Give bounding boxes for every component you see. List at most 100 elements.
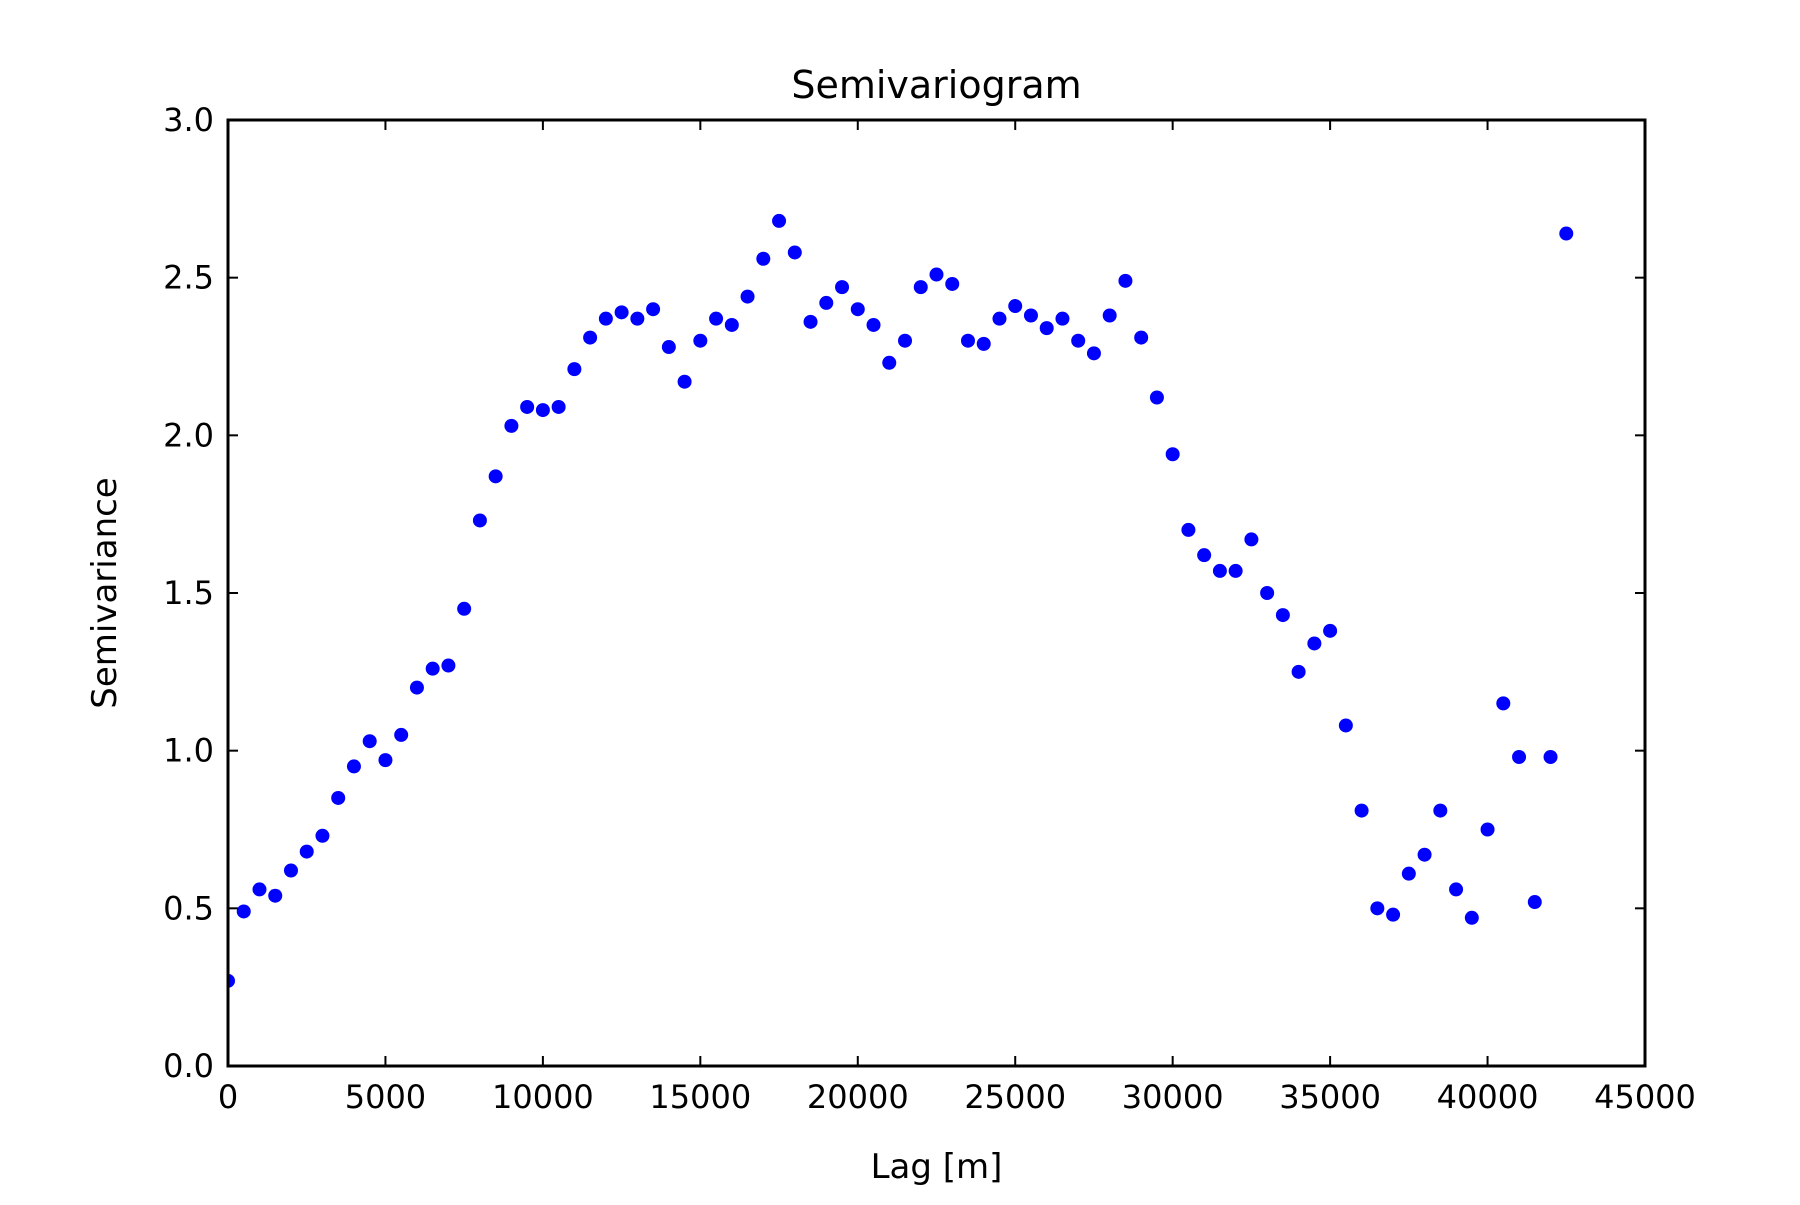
- data-point: [1543, 749, 1558, 764]
- y-axis-label: Semivariance: [85, 477, 125, 708]
- y-tick-label: 1.0: [163, 732, 214, 770]
- data-point: [1527, 895, 1542, 910]
- data-point: [299, 844, 314, 859]
- data-point: [1464, 910, 1479, 925]
- data-point: [583, 330, 598, 345]
- x-tick-label: 45000: [1594, 1078, 1696, 1116]
- data-point: [882, 355, 897, 370]
- data-point: [331, 790, 346, 805]
- data-point: [630, 311, 645, 326]
- data-point: [1197, 548, 1212, 563]
- y-tick-label: 0.0: [163, 1047, 214, 1085]
- data-point: [457, 601, 472, 616]
- data-point: [1228, 563, 1243, 578]
- data-point: [598, 311, 613, 326]
- x-tick-label: 40000: [1437, 1078, 1539, 1116]
- data-point: [346, 759, 361, 774]
- data-point: [488, 469, 503, 484]
- x-tick-label: 30000: [1122, 1078, 1224, 1116]
- data-point: [929, 267, 944, 282]
- data-point: [1291, 664, 1306, 679]
- data-point: [614, 305, 629, 320]
- x-tick-label: 15000: [649, 1078, 751, 1116]
- data-point: [992, 311, 1007, 326]
- x-tick-label: 35000: [1279, 1078, 1381, 1116]
- data-point: [661, 340, 676, 355]
- data-point: [315, 828, 330, 843]
- data-point: [803, 314, 818, 329]
- data-point: [409, 680, 424, 695]
- data-point: [740, 289, 755, 304]
- data-point: [1449, 882, 1464, 897]
- data-point: [756, 251, 771, 266]
- chart-title: Semivariogram: [791, 63, 1081, 107]
- y-tick-label: 1.5: [163, 574, 214, 612]
- data-point: [1480, 822, 1495, 837]
- data-point: [819, 295, 834, 310]
- data-point: [228, 973, 235, 988]
- data-point: [1102, 308, 1117, 323]
- x-axis-label: Lag [m]: [871, 1147, 1003, 1187]
- data-point: [252, 882, 267, 897]
- data-point: [362, 734, 377, 749]
- data-point: [1370, 901, 1385, 916]
- data-point: [866, 317, 881, 332]
- data-point: [960, 333, 975, 348]
- data-point: [567, 362, 582, 377]
- data-point: [1086, 346, 1101, 361]
- data-point: [976, 336, 991, 351]
- y-tick-label: 2.0: [163, 416, 214, 454]
- data-point: [1023, 308, 1038, 323]
- data-point: [1149, 390, 1164, 405]
- data-point: [1165, 447, 1180, 462]
- x-tick-label: 25000: [964, 1078, 1066, 1116]
- data-point: [472, 513, 487, 528]
- data-point: [1496, 696, 1511, 711]
- data-point: [787, 245, 802, 260]
- data-point: [1055, 311, 1070, 326]
- data-point: [1212, 563, 1227, 578]
- data-point: [1354, 803, 1369, 818]
- data-point: [693, 333, 708, 348]
- data-point: [1323, 623, 1338, 638]
- data-point: [1071, 333, 1086, 348]
- data-point: [1244, 532, 1259, 547]
- data-point: [1118, 273, 1133, 288]
- data-point: [913, 280, 928, 295]
- data-point: [1134, 330, 1149, 345]
- data-point: [1386, 907, 1401, 922]
- y-tick-label: 0.5: [163, 889, 214, 927]
- axis-ticks: 0 5000 10000 15000 20000 25000 30000 35000 40000…: [163, 101, 1696, 1116]
- data-points: [228, 213, 1574, 988]
- data-point: [268, 888, 283, 903]
- data-point: [283, 863, 298, 878]
- data-point: [1307, 636, 1322, 651]
- x-tick-label: 20000: [807, 1078, 909, 1116]
- data-point: [441, 658, 456, 673]
- data-point: [236, 904, 251, 919]
- data-point: [1338, 718, 1353, 733]
- data-point: [1401, 866, 1416, 881]
- data-point: [504, 418, 519, 433]
- data-point: [1417, 847, 1432, 862]
- data-point: [724, 317, 739, 332]
- data-point: [898, 333, 913, 348]
- x-tick-label: 5000: [345, 1078, 426, 1116]
- data-point: [646, 302, 661, 317]
- data-point: [1559, 226, 1574, 241]
- data-point: [1275, 608, 1290, 623]
- data-point: [1181, 522, 1196, 537]
- data-point: [394, 727, 409, 742]
- data-point: [378, 753, 393, 768]
- data-point: [772, 213, 787, 228]
- data-point: [835, 280, 850, 295]
- x-tick-label: 10000: [492, 1078, 594, 1116]
- data-point: [520, 399, 535, 414]
- data-point: [1433, 803, 1448, 818]
- y-tick-label: 2.5: [163, 259, 214, 297]
- y-tick-label: 3.0: [163, 101, 214, 139]
- data-point: [1512, 749, 1527, 764]
- data-point: [677, 374, 692, 389]
